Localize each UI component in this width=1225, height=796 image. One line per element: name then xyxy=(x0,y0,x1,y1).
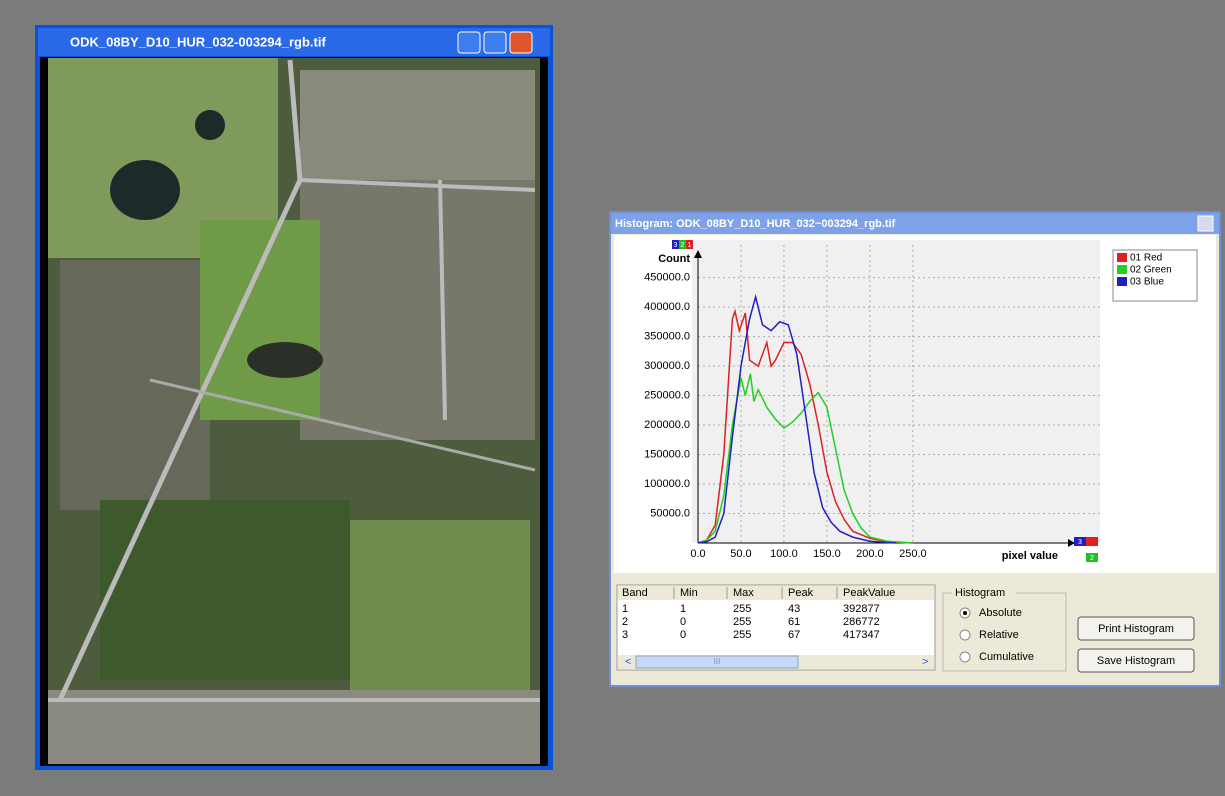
table-cell: 392877 xyxy=(843,603,880,615)
radio-label[interactable]: Relative xyxy=(979,629,1019,641)
column-header: Max xyxy=(733,587,754,599)
button-label[interactable]: Print Histogram xyxy=(1098,623,1174,635)
desktop: ODK_08BY_D10_HUR_032-003294_rgb.tif xyxy=(0,0,1225,796)
y-tick-label: 150000.0 xyxy=(644,448,690,460)
legend-swatch xyxy=(1117,253,1127,262)
table-cell: 1 xyxy=(680,603,686,615)
x-tick-label: 150.0 xyxy=(813,548,841,560)
y-tick-label: 100000.0 xyxy=(644,478,690,490)
x-tick-label: 100.0 xyxy=(770,548,798,560)
radio-label[interactable]: Absolute xyxy=(979,607,1022,619)
aerial-image xyxy=(48,58,540,764)
scroll-grip: III xyxy=(714,657,721,666)
maximize-button[interactable] xyxy=(484,32,506,53)
table-cell: 3 xyxy=(622,629,628,641)
close-button[interactable] xyxy=(510,32,532,53)
legend-label: 02 Green xyxy=(1130,265,1172,276)
scroll-left: < xyxy=(625,656,631,668)
window-title: Histogram: ODK_08BY_D10_HUR_032~003294_r… xyxy=(615,218,896,230)
band-icon-label: 1 xyxy=(688,242,692,249)
minimize-button[interactable] xyxy=(458,32,480,53)
x-tick-label: 200.0 xyxy=(856,548,884,560)
y-tick-label: 300000.0 xyxy=(644,360,690,372)
y-tick-label: 250000.0 xyxy=(644,389,690,401)
table-cell: 255 xyxy=(733,629,751,641)
radio-label[interactable]: Cumulative xyxy=(979,651,1034,663)
band-icon-label: 2 xyxy=(681,242,685,249)
y-tick-label: 200000.0 xyxy=(644,419,690,431)
x-axis-label: pixel value xyxy=(1002,550,1058,562)
x-tick-label: 250.0 xyxy=(899,548,927,560)
scroll-right: > xyxy=(922,656,928,668)
table-cell: 43 xyxy=(788,603,800,615)
column-header: PeakValue xyxy=(843,587,895,599)
column-header: Band xyxy=(622,587,648,599)
window-title: ODK_08BY_D10_HUR_032-003294_rgb.tif xyxy=(70,34,326,49)
close-button[interactable] xyxy=(1198,216,1213,231)
radio-button[interactable] xyxy=(960,652,970,662)
table-cell: 1 xyxy=(622,603,628,615)
y-tick-label: 50000.0 xyxy=(650,507,690,519)
table-cell: 2 xyxy=(622,616,628,628)
legend-swatch xyxy=(1117,265,1127,274)
column-header: Peak xyxy=(788,587,814,599)
y-tick-label: 400000.0 xyxy=(644,301,690,313)
button-label[interactable]: Save Histogram xyxy=(1097,655,1175,667)
band-icon-label: 3 xyxy=(1078,539,1082,546)
table-cell: 255 xyxy=(733,616,751,628)
legend-swatch xyxy=(1117,277,1127,286)
x-tick-label: 0.0 xyxy=(690,548,705,560)
table-cell: 417347 xyxy=(843,629,880,641)
table-cell: 0 xyxy=(680,616,686,628)
table-cell: 61 xyxy=(788,616,800,628)
table-cell: 67 xyxy=(788,629,800,641)
x-tick-label: 50.0 xyxy=(730,548,751,560)
image-window: ODK_08BY_D10_HUR_032-003294_rgb.tif xyxy=(35,25,553,770)
radio-button[interactable] xyxy=(960,630,970,640)
group-title: Histogram xyxy=(955,587,1005,599)
column-header: Min xyxy=(680,587,698,599)
legend-label: 03 Blue xyxy=(1130,277,1164,288)
table-cell: 255 xyxy=(733,603,751,615)
radio-dot xyxy=(963,611,967,615)
y-tick-label: 450000.0 xyxy=(644,271,690,283)
y-axis-label: Count xyxy=(658,253,690,265)
band-icon-label: 3 xyxy=(674,242,678,249)
table-cell: 286772 xyxy=(843,616,880,628)
band-icon-label: 2 xyxy=(1090,555,1094,562)
legend-label: 01 Red xyxy=(1130,253,1162,264)
table-cell: 0 xyxy=(680,629,686,641)
y-tick-label: 350000.0 xyxy=(644,330,690,342)
band-icon xyxy=(1086,537,1098,546)
